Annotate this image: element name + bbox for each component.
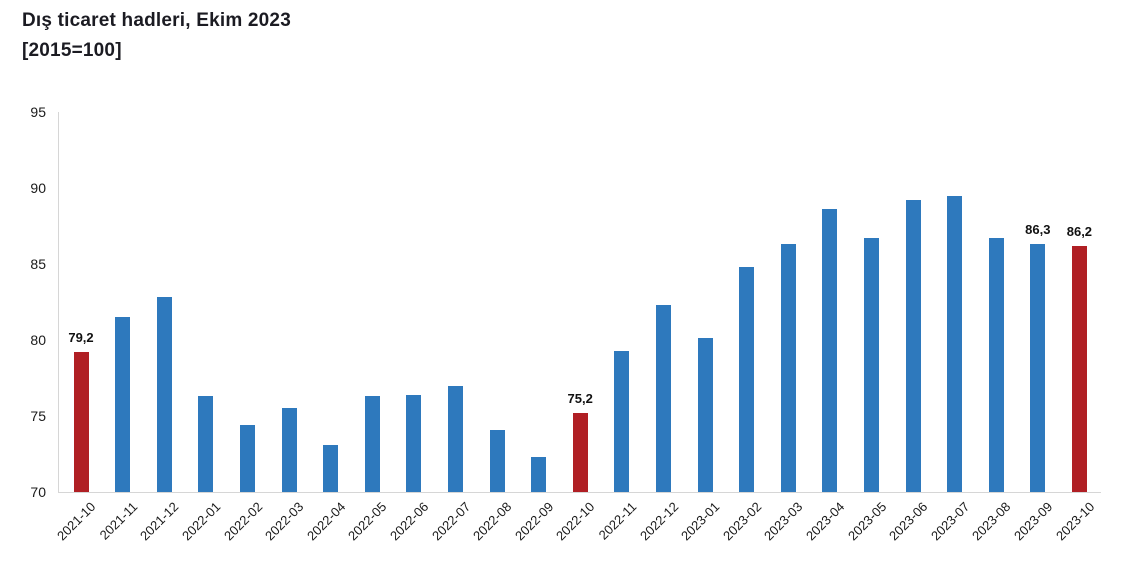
bar [739,267,755,492]
bar [489,429,505,492]
bar [531,457,547,492]
bar [447,385,463,492]
bar [156,297,172,492]
bar [1030,244,1046,492]
bar [614,350,630,492]
y-axis-tick-label: 85 [30,256,46,272]
plot-area: 79,2 75,2 86,3 86,2 [58,112,1101,493]
x-axis-tick-label: 2023-01 [678,499,723,544]
y-axis-tick-label: 95 [30,104,46,120]
x-axis-tick-label: 2022-07 [428,499,474,544]
x-axis-tick-label: 2022-11 [595,499,640,543]
x-axis-tick-label: 2021-11 [96,499,141,543]
bar-highlighted [572,412,588,492]
bar-value-label: 79,2 [68,330,94,346]
bar [822,209,838,492]
chart-subtitle: [2015=100] [22,40,122,61]
bar [323,444,339,492]
y-axis-tick-label: 90 [30,180,46,196]
x-axis-tick-label: 2022-05 [345,499,390,544]
x-axis-tick-label: 2022-09 [511,499,557,544]
bar-value-label: 75,2 [567,390,593,406]
x-axis-tick-label: 2022-03 [262,499,307,544]
x-axis-tick-label: 2023-10 [1052,499,1098,544]
x-axis-tick-label: 2023-05 [844,499,890,544]
bar [988,238,1004,492]
bar [198,396,214,492]
y-axis-tick-label: 75 [30,408,46,424]
bar [655,305,671,492]
x-axis-tick-label: 2023-08 [969,499,1014,544]
x-axis-tick-label: 2023-03 [761,499,806,544]
x-axis-tick-label: 2022-10 [553,499,598,544]
x-axis-tick-label: 2022-01 [179,499,224,544]
x-axis-tick-label: 2021-10 [54,499,99,544]
bar [863,238,879,492]
y-axis-tick-label: 80 [30,332,46,348]
bar [947,195,963,492]
bar [281,408,297,492]
x-axis-tick-label: 2022-02 [220,499,266,544]
bar [115,317,131,492]
x-axis-tick-label: 2023-04 [803,499,848,544]
x-axis-tick-label: 2022-08 [470,499,515,544]
x-axis-tick-label: 2023-02 [719,499,765,544]
bar [780,244,796,492]
bar-value-label: 86,3 [1025,222,1051,238]
bar [905,200,921,492]
bar-highlighted [1071,245,1087,492]
bar [364,396,380,492]
y-axis-tick-label: 70 [30,484,46,500]
x-axis-tick-label: 2023-09 [1011,499,1056,544]
x-axis-tick-label: 2022-04 [303,499,349,544]
x-axis-tick-label: 2023-06 [886,499,931,544]
x-axis-tick-label: 2022-06 [387,499,432,544]
x-axis-tick-label: 2021-12 [137,499,182,544]
bar-highlighted [73,352,89,492]
bar [697,338,713,492]
chart-title: Dış ticaret hadleri, Ekim 2023 [22,10,291,31]
bar [406,394,422,492]
bar [239,425,255,492]
x-axis-tick-label: 2022-12 [636,499,682,544]
x-axis-tick-label: 2023-07 [927,499,973,544]
bar-value-label: 86,2 [1066,223,1093,239]
